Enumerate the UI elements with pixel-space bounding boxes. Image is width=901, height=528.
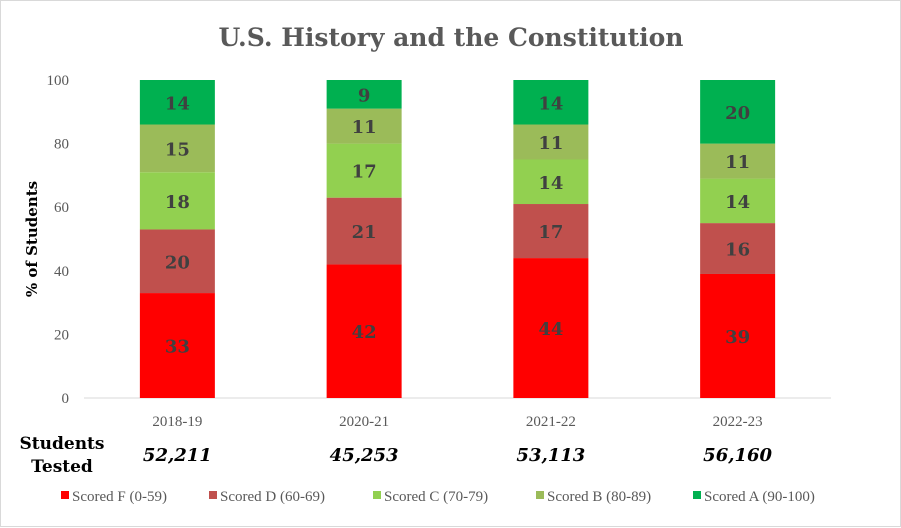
bar-segment — [700, 273, 776, 398]
data-label: 33 — [165, 337, 190, 358]
data-label: 20 — [725, 103, 750, 124]
legend-swatch — [693, 491, 701, 499]
x-tick-label: 2022-23 — [713, 414, 763, 430]
legend-label: Scored C (70-79) — [384, 489, 488, 505]
data-label: 15 — [165, 139, 190, 160]
legend-swatch — [209, 491, 217, 499]
legend-label: Scored A (90-100) — [704, 489, 815, 505]
students-tested-label-line2: Tested — [31, 457, 93, 477]
data-label: 42 — [352, 322, 377, 343]
data-label: 39 — [725, 327, 750, 348]
y-tick-label: 100 — [47, 73, 70, 89]
bar-segment — [139, 293, 215, 398]
legend-swatch — [536, 491, 544, 499]
data-label: 17 — [352, 162, 377, 183]
legend-swatch — [373, 491, 381, 499]
legend-label: Scored B (80-89) — [547, 489, 651, 505]
x-tick-label: 2021-22 — [526, 414, 576, 430]
bar-segment — [513, 204, 589, 259]
bar-segment — [513, 124, 589, 160]
legend-label: Scored F (0-59) — [72, 489, 167, 505]
x-tick-label: 2018-19 — [152, 414, 202, 430]
bar-segment — [326, 108, 402, 144]
bar-segment — [326, 80, 402, 109]
y-axis-label: % of Students — [23, 181, 41, 297]
legend-swatch — [61, 491, 69, 499]
data-label: 20 — [165, 252, 190, 273]
data-label: 14 — [538, 93, 563, 114]
bar-segment — [513, 80, 589, 125]
y-tick-label: 20 — [54, 327, 69, 343]
bar-segment — [700, 143, 776, 179]
legend-label: Scored D (60-69) — [220, 489, 325, 505]
data-label: 11 — [538, 133, 563, 154]
x-tick-label: 2020-21 — [339, 414, 389, 430]
bar-segment — [139, 124, 215, 173]
bar-segment — [139, 172, 215, 230]
students-tested-label-line1: Students — [20, 434, 105, 454]
bar-segment — [513, 258, 589, 398]
data-label: 18 — [165, 192, 190, 213]
data-label: 11 — [352, 117, 377, 138]
data-label: 17 — [538, 222, 563, 243]
students-tested-value: 53,113 — [516, 445, 585, 466]
bar-segment — [700, 178, 776, 224]
y-tick-label: 40 — [54, 264, 69, 280]
data-label: 9 — [358, 85, 371, 106]
students-tested-value: 56,160 — [703, 445, 772, 466]
bar-segment — [700, 223, 776, 274]
data-label: 44 — [538, 319, 563, 340]
data-label: 16 — [725, 240, 750, 261]
data-label: 14 — [165, 93, 190, 114]
data-label: 14 — [538, 173, 563, 194]
y-tick-label: 60 — [54, 200, 69, 216]
data-label: 11 — [725, 152, 750, 173]
bar-segment — [326, 143, 402, 198]
y-tick-label: 0 — [62, 391, 70, 407]
data-label: 14 — [725, 192, 750, 213]
students-tested-value: 52,211 — [143, 445, 212, 466]
bar-segment — [326, 264, 402, 398]
bar-segment — [326, 197, 402, 265]
data-label: 21 — [352, 222, 377, 243]
bar-segment — [700, 80, 776, 144]
bar-segment — [139, 80, 215, 125]
bar-segment — [139, 229, 215, 294]
bar-segment — [513, 159, 589, 205]
y-tick-label: 80 — [54, 137, 69, 153]
students-tested-value: 45,253 — [330, 445, 399, 466]
chart-title: U.S. History and the Constitution — [219, 23, 684, 52]
